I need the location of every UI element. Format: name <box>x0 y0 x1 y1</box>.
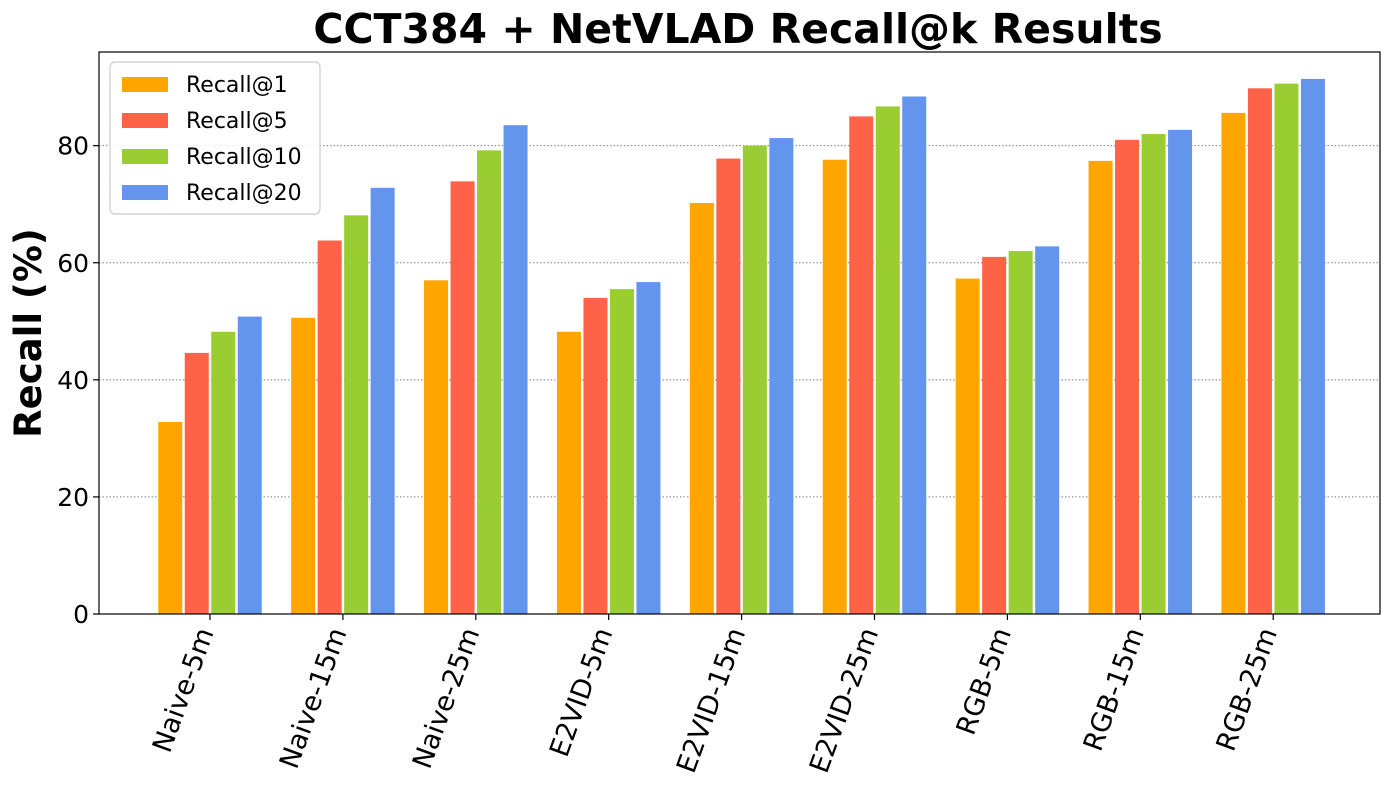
bar-recall-at-20-naive-15m <box>370 187 395 615</box>
x-tick-label: RGB-5m <box>951 624 1018 739</box>
y-tick-label: 0 <box>73 600 89 629</box>
x-tick-label: RGB-15m <box>1078 624 1151 755</box>
legend-swatch <box>122 149 168 164</box>
y-tick-label: 60 <box>57 249 89 278</box>
bar-recall-at-20-e2vid-25m <box>902 96 927 614</box>
bar-recall-at-5-rgb-5m <box>982 256 1007 614</box>
bar-recall-at-20-rgb-5m <box>1035 246 1060 614</box>
bar-recall-at-10-e2vid-25m <box>875 106 900 614</box>
bar-recall-at-1-rgb-5m <box>955 278 980 614</box>
bar-recall-at-20-naive-25m <box>503 125 528 614</box>
legend: Recall@1 Recall@5 Recall@10 Recall@20 <box>109 61 321 215</box>
bar-recall-at-20-e2vid-15m <box>769 138 794 614</box>
legend-label: Recall@20 <box>186 181 302 206</box>
bar-recall-at-5-naive-25m <box>450 181 475 615</box>
bar-recall-at-1-rgb-25m <box>1221 112 1246 614</box>
chart-title: CCT384 + NetVLAD Recall@k Results <box>313 5 1162 53</box>
bar-recall-at-1-e2vid-15m <box>689 203 714 614</box>
bar-recall-at-5-e2vid-5m <box>583 297 608 614</box>
x-tick-label: Naive-5m <box>147 624 221 757</box>
x-tick-label: E2VID-25m <box>804 624 885 777</box>
x-tick-label: E2VID-5m <box>544 624 619 761</box>
bar-recall-at-20-rgb-25m <box>1300 78 1325 614</box>
bar-recall-at-10-rgb-25m <box>1274 83 1299 615</box>
legend-label: Recall@10 <box>186 145 302 170</box>
y-axis-label: Recall (%) <box>7 228 50 438</box>
legend-label: Recall@1 <box>186 73 288 98</box>
bar-recall-at-5-naive-15m <box>317 240 342 615</box>
y-tick-label: 40 <box>57 366 89 395</box>
legend-box <box>109 61 321 215</box>
bar-recall-at-20-e2vid-5m <box>636 282 661 614</box>
legend-label: Recall@5 <box>186 109 288 134</box>
bar-recall-at-10-rgb-15m <box>1141 133 1166 615</box>
x-tick-label: E2VID-15m <box>671 624 752 777</box>
bar-recall-at-10-naive-15m <box>344 215 369 615</box>
bar-recall-at-5-e2vid-25m <box>849 116 874 614</box>
bar-recall-at-5-e2vid-15m <box>716 158 741 614</box>
x-tick-label: Naive-25m <box>407 624 486 773</box>
x-tick-label: Naive-15m <box>274 624 353 773</box>
bars-group <box>158 78 1325 615</box>
bar-recall-at-5-rgb-15m <box>1115 139 1140 614</box>
bar-recall-at-10-rgb-5m <box>1008 251 1033 614</box>
y-tick-label: 20 <box>57 483 89 512</box>
y-tick-label: 80 <box>57 132 89 161</box>
bar-recall-at-1-naive-15m <box>291 317 316 614</box>
bar-recall-at-1-rgb-15m <box>1088 160 1113 614</box>
x-tick-label: RGB-25m <box>1211 624 1284 755</box>
bar-recall-at-20-naive-5m <box>237 316 262 614</box>
bar-recall-at-5-naive-5m <box>184 352 209 614</box>
bar-recall-at-1-e2vid-5m <box>556 331 581 614</box>
bar-recall-at-10-naive-25m <box>477 150 502 614</box>
bar-recall-at-10-e2vid-15m <box>742 145 767 614</box>
bar-recall-at-1-e2vid-25m <box>822 159 847 614</box>
bar-recall-at-5-rgb-25m <box>1247 88 1272 614</box>
bar-recall-at-20-rgb-15m <box>1168 129 1193 614</box>
legend-swatch <box>122 77 168 92</box>
bar-recall-at-10-e2vid-5m <box>609 289 634 614</box>
bar-recall-at-10-naive-5m <box>211 331 236 614</box>
plot-frame <box>98 51 1381 615</box>
bar-recall-at-1-naive-5m <box>158 421 183 614</box>
legend-swatch <box>122 113 168 128</box>
bar-recall-at-1-naive-25m <box>424 280 449 614</box>
legend-swatch <box>122 185 168 200</box>
